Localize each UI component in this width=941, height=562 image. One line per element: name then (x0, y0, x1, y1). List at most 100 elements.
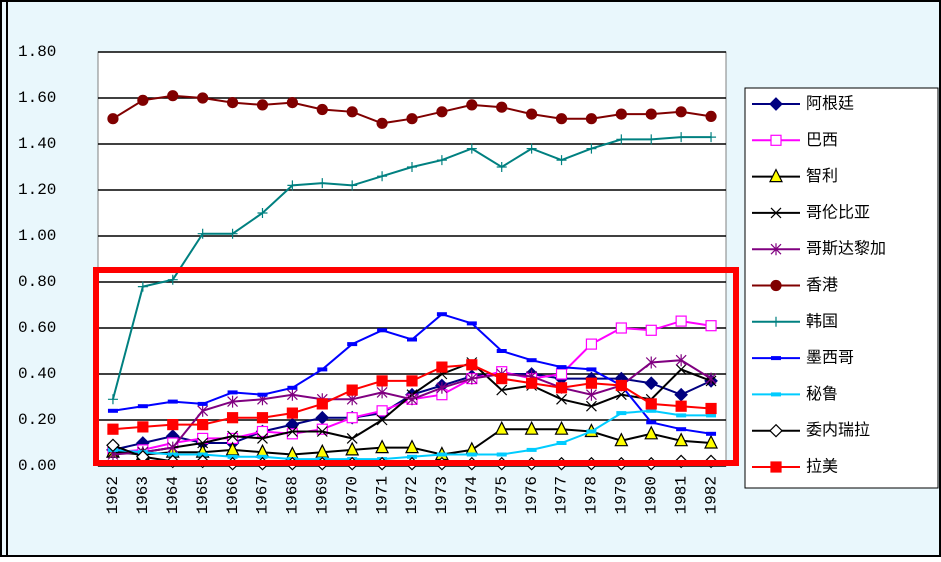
marker (227, 228, 238, 239)
x-tick-label: 1965 (194, 476, 212, 514)
marker (586, 388, 597, 401)
x-tick-label: 1970 (343, 476, 361, 514)
marker (197, 452, 208, 457)
marker (346, 384, 358, 396)
marker (769, 168, 783, 183)
marker (496, 101, 508, 113)
marker (436, 312, 447, 317)
marker (466, 143, 477, 154)
marker (406, 375, 418, 387)
x-tick-label: 1971 (373, 476, 391, 514)
x-tick-label: 1964 (164, 476, 182, 514)
marker (706, 431, 717, 436)
marker (704, 434, 719, 449)
marker (137, 421, 149, 433)
marker (197, 437, 209, 449)
marker (556, 155, 567, 166)
marker (466, 372, 478, 385)
marker (769, 423, 783, 438)
marker (256, 425, 269, 438)
y-tick-label: 1.20 (18, 181, 56, 199)
marker (770, 243, 782, 256)
marker (107, 394, 118, 405)
marker (770, 279, 782, 292)
marker (556, 365, 567, 370)
marker (645, 356, 657, 369)
marker (586, 143, 597, 154)
marker (316, 423, 328, 435)
y-tick-label: 1.40 (18, 135, 56, 153)
marker (376, 375, 388, 387)
y-tick-label: 1.80 (18, 43, 56, 61)
marker (645, 108, 657, 120)
legend-label: 哥斯达黎加 (806, 239, 886, 258)
marker (496, 162, 507, 172)
marker (705, 402, 717, 415)
y-tick-label: 0.60 (18, 319, 56, 337)
marker (197, 419, 209, 431)
marker (197, 92, 209, 104)
marker (346, 412, 358, 424)
marker (436, 361, 448, 373)
marker (769, 97, 783, 111)
x-tick-label: 1978 (583, 476, 601, 514)
marker (615, 108, 627, 120)
marker (771, 316, 781, 327)
marker (705, 110, 717, 123)
marker (675, 363, 687, 375)
marker (466, 359, 478, 371)
marker (406, 393, 418, 406)
marker (167, 274, 178, 285)
marker (375, 439, 390, 454)
marker (317, 367, 328, 372)
marker (524, 420, 539, 435)
marker (645, 324, 657, 336)
marker (526, 377, 538, 389)
marker (646, 134, 657, 145)
marker (107, 113, 119, 125)
marker (167, 90, 179, 102)
marker (377, 328, 388, 333)
marker (496, 452, 507, 457)
marker (466, 321, 477, 326)
marker (675, 315, 687, 327)
marker (407, 162, 417, 172)
x-tick-label: 1962 (104, 476, 122, 514)
x-tick-label: 1976 (523, 476, 541, 514)
marker (316, 103, 328, 116)
marker (407, 337, 417, 342)
marker (555, 113, 568, 125)
marker (496, 373, 508, 385)
marker (257, 454, 268, 459)
x-tick-label: 1977 (553, 476, 571, 514)
marker (226, 96, 239, 109)
y-tick-label: 0.40 (18, 365, 56, 383)
x-tick-label: 1981 (672, 476, 690, 514)
marker (770, 134, 782, 146)
marker (646, 408, 657, 413)
y-tick-label: 1.00 (18, 227, 56, 245)
marker (436, 106, 448, 118)
marker (676, 413, 687, 418)
x-tick-label: 1979 (613, 476, 631, 514)
marker (556, 441, 567, 445)
legend-label: 墨西哥 (806, 348, 854, 367)
marker (197, 404, 209, 417)
marker (526, 143, 537, 154)
marker (316, 398, 328, 410)
legend-label: 香港 (806, 275, 838, 294)
marker (106, 438, 120, 453)
marker (286, 428, 298, 440)
marker (167, 441, 179, 454)
x-tick-label: 1968 (284, 476, 302, 514)
marker (705, 372, 717, 385)
marker (345, 441, 360, 456)
marker (226, 412, 239, 424)
marker (555, 382, 568, 394)
x-tick-label: 1963 (134, 476, 152, 514)
marker (586, 400, 597, 412)
marker (167, 419, 179, 431)
marker (616, 134, 627, 145)
x-tick-label: 1975 (493, 476, 511, 514)
marker (556, 393, 567, 405)
